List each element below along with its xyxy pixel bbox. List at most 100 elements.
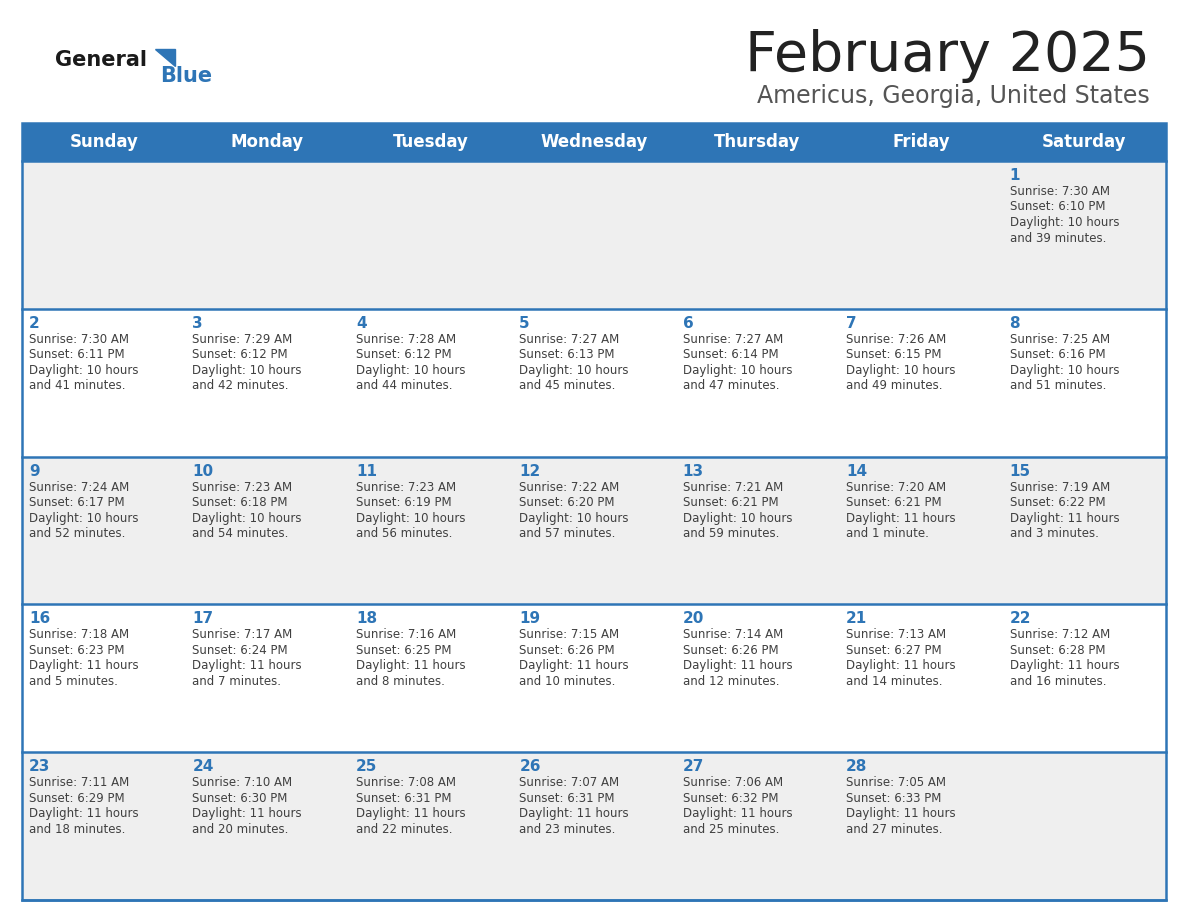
Text: and 41 minutes.: and 41 minutes. bbox=[29, 379, 126, 392]
Text: and 5 minutes.: and 5 minutes. bbox=[29, 675, 118, 688]
Text: 1: 1 bbox=[1010, 168, 1020, 183]
Text: Sunrise: 7:11 AM: Sunrise: 7:11 AM bbox=[29, 777, 129, 789]
Text: and 59 minutes.: and 59 minutes. bbox=[683, 527, 779, 540]
Text: 15: 15 bbox=[1010, 464, 1031, 478]
Text: Sunset: 6:23 PM: Sunset: 6:23 PM bbox=[29, 644, 125, 657]
Text: Thursday: Thursday bbox=[714, 133, 801, 151]
Text: Sunrise: 7:22 AM: Sunrise: 7:22 AM bbox=[519, 481, 619, 494]
Text: Sunset: 6:30 PM: Sunset: 6:30 PM bbox=[192, 791, 287, 805]
Text: 21: 21 bbox=[846, 611, 867, 626]
Text: and 3 minutes.: and 3 minutes. bbox=[1010, 527, 1099, 540]
Text: 9: 9 bbox=[29, 464, 39, 478]
Text: and 23 minutes.: and 23 minutes. bbox=[519, 823, 615, 835]
Text: Sunset: 6:32 PM: Sunset: 6:32 PM bbox=[683, 791, 778, 805]
Text: Sunset: 6:10 PM: Sunset: 6:10 PM bbox=[1010, 200, 1105, 214]
Text: 26: 26 bbox=[519, 759, 541, 774]
Text: General: General bbox=[55, 50, 147, 70]
Text: Sunset: 6:31 PM: Sunset: 6:31 PM bbox=[356, 791, 451, 805]
Polygon shape bbox=[154, 49, 175, 66]
Text: 27: 27 bbox=[683, 759, 704, 774]
Text: Wednesday: Wednesday bbox=[541, 133, 647, 151]
Text: Sunset: 6:19 PM: Sunset: 6:19 PM bbox=[356, 496, 451, 509]
Text: Sunset: 6:12 PM: Sunset: 6:12 PM bbox=[356, 348, 451, 362]
Text: 4: 4 bbox=[356, 316, 366, 330]
Text: Daylight: 10 hours: Daylight: 10 hours bbox=[1010, 364, 1119, 376]
Text: Sunrise: 7:27 AM: Sunrise: 7:27 AM bbox=[683, 333, 783, 346]
Text: 19: 19 bbox=[519, 611, 541, 626]
Text: Sunrise: 7:07 AM: Sunrise: 7:07 AM bbox=[519, 777, 619, 789]
Text: Daylight: 10 hours: Daylight: 10 hours bbox=[356, 511, 466, 524]
Text: Sunrise: 7:23 AM: Sunrise: 7:23 AM bbox=[356, 481, 456, 494]
Text: Sunrise: 7:24 AM: Sunrise: 7:24 AM bbox=[29, 481, 129, 494]
Text: and 8 minutes.: and 8 minutes. bbox=[356, 675, 444, 688]
Text: Daylight: 10 hours: Daylight: 10 hours bbox=[519, 511, 628, 524]
Text: and 49 minutes.: and 49 minutes. bbox=[846, 379, 942, 392]
Text: Sunset: 6:28 PM: Sunset: 6:28 PM bbox=[1010, 644, 1105, 657]
Text: and 45 minutes.: and 45 minutes. bbox=[519, 379, 615, 392]
Text: 13: 13 bbox=[683, 464, 703, 478]
Text: Daylight: 10 hours: Daylight: 10 hours bbox=[1010, 216, 1119, 229]
Text: and 25 minutes.: and 25 minutes. bbox=[683, 823, 779, 835]
Bar bbox=[23, 308, 1165, 456]
Text: Sunrise: 7:28 AM: Sunrise: 7:28 AM bbox=[356, 333, 456, 346]
Text: Sunset: 6:21 PM: Sunset: 6:21 PM bbox=[683, 496, 778, 509]
Text: Sunrise: 7:08 AM: Sunrise: 7:08 AM bbox=[356, 777, 456, 789]
Text: Saturday: Saturday bbox=[1042, 133, 1126, 151]
Text: Daylight: 11 hours: Daylight: 11 hours bbox=[846, 807, 956, 820]
Text: Sunset: 6:22 PM: Sunset: 6:22 PM bbox=[1010, 496, 1105, 509]
Text: and 7 minutes.: and 7 minutes. bbox=[192, 675, 282, 688]
Text: 8: 8 bbox=[1010, 316, 1020, 330]
Text: Daylight: 11 hours: Daylight: 11 hours bbox=[356, 659, 466, 672]
Text: Daylight: 11 hours: Daylight: 11 hours bbox=[356, 807, 466, 820]
Text: Daylight: 11 hours: Daylight: 11 hours bbox=[519, 659, 628, 672]
Text: Sunset: 6:24 PM: Sunset: 6:24 PM bbox=[192, 644, 287, 657]
Text: Sunrise: 7:06 AM: Sunrise: 7:06 AM bbox=[683, 777, 783, 789]
Text: 12: 12 bbox=[519, 464, 541, 478]
Text: 5: 5 bbox=[519, 316, 530, 330]
Text: Sunset: 6:29 PM: Sunset: 6:29 PM bbox=[29, 791, 125, 805]
Text: Sunset: 6:17 PM: Sunset: 6:17 PM bbox=[29, 496, 125, 509]
Text: Sunset: 6:20 PM: Sunset: 6:20 PM bbox=[519, 496, 614, 509]
Text: 17: 17 bbox=[192, 611, 214, 626]
Text: and 54 minutes.: and 54 minutes. bbox=[192, 527, 289, 540]
Text: Daylight: 10 hours: Daylight: 10 hours bbox=[192, 364, 302, 376]
Text: Daylight: 10 hours: Daylight: 10 hours bbox=[519, 364, 628, 376]
Text: 6: 6 bbox=[683, 316, 694, 330]
Text: Friday: Friday bbox=[892, 133, 949, 151]
Text: Daylight: 11 hours: Daylight: 11 hours bbox=[1010, 659, 1119, 672]
Text: Sunset: 6:14 PM: Sunset: 6:14 PM bbox=[683, 348, 778, 362]
Text: and 12 minutes.: and 12 minutes. bbox=[683, 675, 779, 688]
Text: Daylight: 11 hours: Daylight: 11 hours bbox=[29, 807, 139, 820]
Text: Tuesday: Tuesday bbox=[392, 133, 468, 151]
Text: Sunset: 6:18 PM: Sunset: 6:18 PM bbox=[192, 496, 287, 509]
Text: and 39 minutes.: and 39 minutes. bbox=[1010, 231, 1106, 244]
Bar bbox=[23, 604, 1165, 752]
Text: and 1 minute.: and 1 minute. bbox=[846, 527, 929, 540]
Text: Sunrise: 7:26 AM: Sunrise: 7:26 AM bbox=[846, 333, 947, 346]
Text: Daylight: 11 hours: Daylight: 11 hours bbox=[192, 807, 302, 820]
Text: Daylight: 11 hours: Daylight: 11 hours bbox=[683, 659, 792, 672]
Text: Daylight: 11 hours: Daylight: 11 hours bbox=[1010, 511, 1119, 524]
Text: 11: 11 bbox=[356, 464, 377, 478]
Text: 18: 18 bbox=[356, 611, 377, 626]
Text: Sunset: 6:33 PM: Sunset: 6:33 PM bbox=[846, 791, 942, 805]
Text: and 52 minutes.: and 52 minutes. bbox=[29, 527, 126, 540]
Text: and 56 minutes.: and 56 minutes. bbox=[356, 527, 453, 540]
Text: Sunrise: 7:15 AM: Sunrise: 7:15 AM bbox=[519, 629, 619, 642]
Text: 16: 16 bbox=[29, 611, 50, 626]
Text: and 16 minutes.: and 16 minutes. bbox=[1010, 675, 1106, 688]
Text: Daylight: 11 hours: Daylight: 11 hours bbox=[846, 511, 956, 524]
Text: and 51 minutes.: and 51 minutes. bbox=[1010, 379, 1106, 392]
Text: Sunset: 6:26 PM: Sunset: 6:26 PM bbox=[683, 644, 778, 657]
Text: Sunset: 6:27 PM: Sunset: 6:27 PM bbox=[846, 644, 942, 657]
Text: 28: 28 bbox=[846, 759, 867, 774]
Text: Sunrise: 7:25 AM: Sunrise: 7:25 AM bbox=[1010, 333, 1110, 346]
Text: Sunrise: 7:20 AM: Sunrise: 7:20 AM bbox=[846, 481, 947, 494]
Text: Sunrise: 7:30 AM: Sunrise: 7:30 AM bbox=[1010, 185, 1110, 198]
Text: Sunrise: 7:18 AM: Sunrise: 7:18 AM bbox=[29, 629, 129, 642]
Text: and 44 minutes.: and 44 minutes. bbox=[356, 379, 453, 392]
Text: and 27 minutes.: and 27 minutes. bbox=[846, 823, 942, 835]
Text: Sunset: 6:11 PM: Sunset: 6:11 PM bbox=[29, 348, 125, 362]
Text: Monday: Monday bbox=[230, 133, 304, 151]
Text: and 47 minutes.: and 47 minutes. bbox=[683, 379, 779, 392]
